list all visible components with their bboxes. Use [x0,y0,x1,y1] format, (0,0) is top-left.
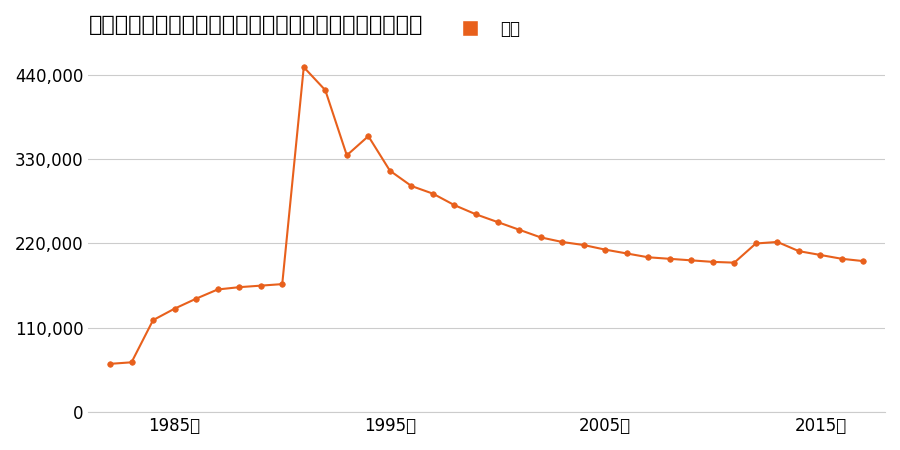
Text: 埼玉県川口市大字柳崎字八木崎１２０１番３の地価推移: 埼玉県川口市大字柳崎字八木崎１２０１番３の地価推移 [88,15,423,35]
Legend: 価格: 価格 [446,14,526,45]
